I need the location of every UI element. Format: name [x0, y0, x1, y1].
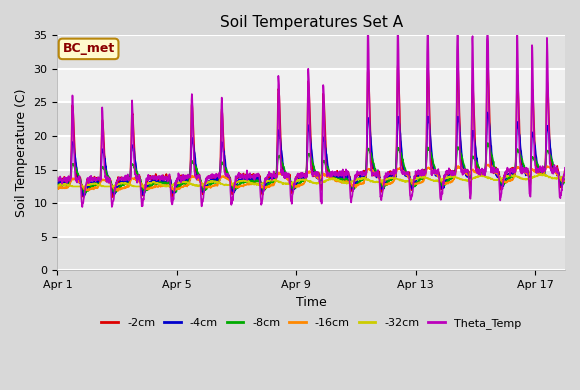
Bar [57, 170, 565, 203]
-4cm [167, 178, 174, 183]
Line: Theta_Temp: Theta_Temp [57, 35, 565, 207]
-16cm [114, 189, 121, 193]
Line: -2cm: -2cm [57, 58, 565, 197]
Theta_Temp [181, 177, 188, 181]
Bar [57, 103, 565, 136]
Theta_Temp [137, 195, 144, 200]
-8cm [327, 172, 334, 176]
-32cm [167, 184, 174, 188]
-2cm [327, 170, 334, 175]
Theta_Temp [364, 33, 371, 38]
-32cm [561, 174, 568, 178]
-4cm [450, 173, 457, 177]
-2cm [181, 176, 188, 180]
-16cm [137, 181, 144, 186]
-32cm [68, 184, 75, 188]
-16cm [485, 162, 492, 167]
-2cm [561, 170, 568, 175]
-2cm [450, 172, 457, 177]
-16cm [54, 186, 61, 190]
Theta_Temp [79, 205, 86, 209]
-32cm [68, 184, 75, 189]
-8cm [450, 175, 457, 180]
-2cm [137, 181, 144, 186]
-32cm [54, 184, 61, 188]
Theta_Temp [561, 165, 568, 170]
Theta_Temp [167, 183, 174, 187]
-4cm [137, 181, 144, 185]
Text: BC_met: BC_met [63, 43, 115, 55]
Theta_Temp [68, 162, 75, 167]
-32cm [181, 179, 188, 184]
Line: -8cm: -8cm [57, 143, 565, 193]
-4cm [181, 179, 188, 184]
-32cm [450, 174, 457, 179]
Title: Soil Temperatures Set A: Soil Temperatures Set A [220, 15, 403, 30]
-32cm [507, 172, 514, 177]
Theta_Temp [327, 174, 334, 179]
X-axis label: Time: Time [296, 296, 327, 308]
-8cm [68, 167, 75, 172]
-8cm [484, 141, 491, 145]
-8cm [82, 190, 89, 195]
-2cm [167, 177, 174, 181]
Line: -16cm: -16cm [57, 165, 565, 191]
-8cm [137, 179, 144, 184]
Legend: -2cm, -4cm, -8cm, -16cm, -32cm, Theta_Temp: -2cm, -4cm, -8cm, -16cm, -32cm, Theta_Te… [97, 314, 525, 333]
-4cm [68, 158, 75, 162]
-32cm [137, 184, 144, 189]
-8cm [181, 180, 188, 185]
Theta_Temp [451, 171, 458, 176]
-16cm [450, 177, 457, 182]
-8cm [167, 183, 174, 188]
Line: -4cm: -4cm [57, 112, 565, 197]
-2cm [54, 175, 61, 180]
-8cm [561, 179, 568, 184]
-2cm [484, 55, 491, 60]
-8cm [54, 184, 61, 189]
Line: -32cm: -32cm [57, 174, 565, 186]
Bar [57, 237, 565, 270]
-16cm [167, 184, 174, 189]
-16cm [561, 179, 568, 184]
-4cm [327, 173, 334, 177]
-16cm [327, 176, 334, 180]
-16cm [68, 178, 75, 183]
Y-axis label: Soil Temperature (C): Soil Temperature (C) [15, 89, 28, 217]
-2cm [109, 195, 116, 200]
-4cm [81, 195, 88, 199]
-16cm [181, 184, 188, 188]
-2cm [68, 147, 75, 152]
Bar [57, 35, 565, 69]
-4cm [561, 177, 568, 181]
Theta_Temp [54, 176, 61, 180]
-32cm [327, 177, 334, 182]
-4cm [54, 181, 61, 186]
-4cm [484, 110, 491, 115]
